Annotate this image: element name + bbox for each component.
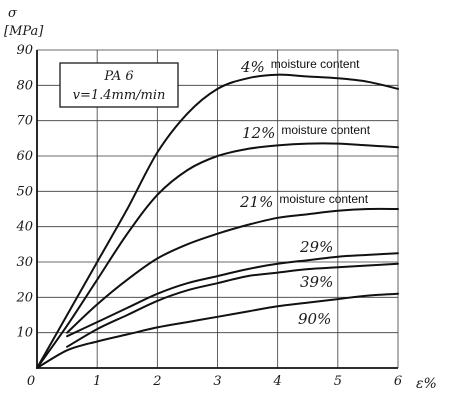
legend-box: PA 6 v=1.4mm/min [59, 62, 179, 108]
x-axis-label: ε% [416, 376, 437, 392]
y-tick-label: 30 [16, 255, 33, 270]
series-lines [36, 73, 399, 369]
series-label-suffix: moisture content [279, 192, 368, 206]
series-label: 4% [240, 58, 265, 76]
series-line [66, 262, 399, 348]
series-label: 39% [300, 273, 333, 291]
y-tick-label: 40 [15, 220, 33, 235]
series-line [66, 252, 399, 338]
x-tick-label: 0 [27, 374, 35, 389]
y-axis-symbol: σ [8, 6, 18, 21]
y-tick-label: 70 [16, 114, 33, 129]
series-label: 21% [239, 193, 273, 211]
series-label-suffix: moisture content [271, 57, 360, 71]
series-label: 29% [299, 238, 333, 256]
y-tick-labels: 10 20 30 40 50 60 70 80 90 [15, 43, 33, 341]
y-tick-label: 60 [16, 149, 33, 164]
y-tick-label: 20 [15, 290, 33, 305]
series-line [36, 142, 399, 369]
y-tick-label: 50 [16, 184, 33, 199]
x-tick-label: 2 [152, 374, 161, 389]
axes [36, 50, 398, 369]
series-label-suffix: moisture content [281, 123, 370, 137]
y-tick-label: 10 [16, 326, 33, 341]
series-line [66, 207, 399, 334]
series-label: 90% [298, 310, 331, 328]
y-axis-unit: [MPa] [4, 24, 44, 39]
series-label: 12% [242, 124, 275, 142]
test-speed-label: v=1.4mm/min [73, 88, 166, 103]
x-tick-labels: 0 1 2 3 4 5 6 [27, 374, 402, 389]
x-tick-label: 4 [273, 374, 282, 389]
series-labels: 4% moisture content 12% moisture content 21%… [239, 57, 371, 328]
series-line [36, 73, 399, 369]
y-tick-label: 90 [16, 43, 33, 58]
material-label: PA 6 [103, 69, 133, 84]
x-tick-label: 3 [213, 374, 221, 389]
x-tick-label: 5 [334, 374, 342, 389]
x-tick-label: 1 [93, 374, 101, 389]
y-tick-label: 80 [16, 78, 33, 93]
legend-box-frame [59, 62, 179, 108]
x-tick-label: 6 [394, 374, 402, 389]
series-line [36, 292, 399, 369]
